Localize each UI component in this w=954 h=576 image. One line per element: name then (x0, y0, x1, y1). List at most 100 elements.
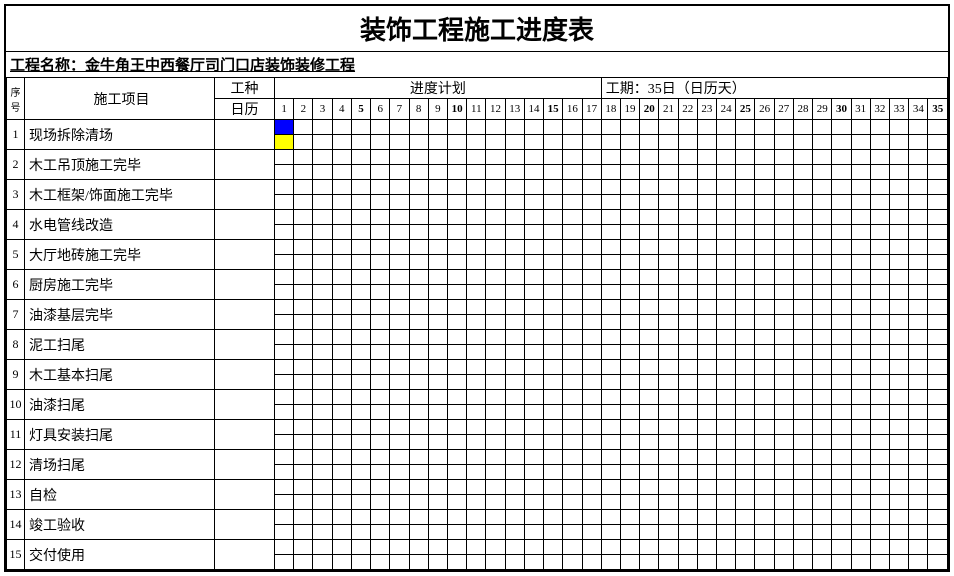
gantt-cell (351, 465, 370, 480)
gantt-cell (447, 360, 466, 375)
gantt-cell (505, 375, 524, 390)
gantt-cell (294, 480, 313, 495)
gantt-cell (678, 435, 697, 450)
day-header: 6 (371, 99, 390, 120)
gantt-cell (428, 390, 447, 405)
gantt-cell (832, 255, 851, 270)
gantt-cell (601, 285, 620, 300)
gantt-cell (620, 330, 639, 345)
gantt-cell (563, 480, 582, 495)
gantt-cell (582, 555, 601, 570)
gantt-cell (890, 360, 909, 375)
gantt-cell (909, 480, 928, 495)
gantt-cell (717, 555, 736, 570)
table-row: 10油漆扫尾 (7, 390, 948, 405)
day-header: 12 (486, 99, 505, 120)
gantt-cell (678, 555, 697, 570)
day-header: 26 (755, 99, 774, 120)
gantt-cell (275, 375, 294, 390)
gantt-cell (659, 150, 678, 165)
gantt-cell (678, 135, 697, 150)
gantt-cell (332, 390, 351, 405)
gantt-cell (736, 540, 755, 555)
gantt-cell (640, 480, 659, 495)
gantt-cell (371, 450, 390, 465)
gantt-cell (909, 210, 928, 225)
gantt-cell (467, 180, 486, 195)
gantt-cell (409, 555, 428, 570)
gantt-cell (717, 225, 736, 240)
gantt-cell (563, 300, 582, 315)
gantt-cell (659, 285, 678, 300)
gantt-cell (447, 390, 466, 405)
gantt-cell (813, 315, 832, 330)
gantt-cell (890, 270, 909, 285)
gantt-cell (563, 435, 582, 450)
gantt-cell (890, 315, 909, 330)
gantt-cell (793, 330, 812, 345)
gantt-cell (467, 210, 486, 225)
gantt-cell (371, 255, 390, 270)
gantt-cell (428, 525, 447, 540)
gantt-cell (313, 255, 332, 270)
gantt-cell (524, 210, 543, 225)
gantt-cell (294, 540, 313, 555)
gantt-cell (755, 165, 774, 180)
gantt-cell (678, 375, 697, 390)
gantt-cell (582, 510, 601, 525)
gantt-cell (524, 360, 543, 375)
gantt-cell (351, 210, 370, 225)
gantt-cell (447, 285, 466, 300)
gantt-cell (582, 450, 601, 465)
gantt-cell (505, 165, 524, 180)
gantt-cell (505, 390, 524, 405)
gantt-cell (813, 360, 832, 375)
gantt-cell (870, 390, 889, 405)
gantt-cell (294, 315, 313, 330)
gantt-cell (678, 270, 697, 285)
gantt-cell (909, 360, 928, 375)
gantt-cell (409, 435, 428, 450)
gantt-cell (678, 480, 697, 495)
gantt-cell (620, 540, 639, 555)
gantt-cell (640, 375, 659, 390)
gantt-cell (294, 225, 313, 240)
gantt-cell (697, 375, 716, 390)
gantt-cell (467, 525, 486, 540)
gantt-cell (659, 525, 678, 540)
gantt-cell (332, 330, 351, 345)
gantt-cell (505, 480, 524, 495)
gantt-cell (928, 465, 948, 480)
gantt-cell (582, 480, 601, 495)
day-header: 8 (409, 99, 428, 120)
gantt-cell (890, 555, 909, 570)
gantt-cell (697, 210, 716, 225)
gantt-cell (332, 315, 351, 330)
gantt-cell (620, 240, 639, 255)
gantt-cell (409, 150, 428, 165)
gantt-cell (717, 150, 736, 165)
gantt-cell (928, 165, 948, 180)
gantt-cell (755, 285, 774, 300)
day-header: 24 (717, 99, 736, 120)
gantt-cell (582, 225, 601, 240)
gantt-cell (351, 150, 370, 165)
gantt-cell (640, 465, 659, 480)
gantt-cell (909, 435, 928, 450)
gantt-cell (505, 405, 524, 420)
row-seq: 15 (7, 540, 25, 570)
gantt-cell (813, 465, 832, 480)
gantt-cell (755, 120, 774, 135)
gantt-cell (409, 495, 428, 510)
gantt-cell (620, 375, 639, 390)
header-plan: 进度计划 (275, 78, 602, 99)
gantt-cell (851, 495, 870, 510)
gantt-cell (870, 330, 889, 345)
gantt-cell (640, 360, 659, 375)
gantt-cell (774, 555, 793, 570)
gantt-cell (428, 405, 447, 420)
gantt-cell (890, 195, 909, 210)
gantt-cell (294, 195, 313, 210)
table-row: 8泥工扫尾 (7, 330, 948, 345)
table-row: 13自检 (7, 480, 948, 495)
